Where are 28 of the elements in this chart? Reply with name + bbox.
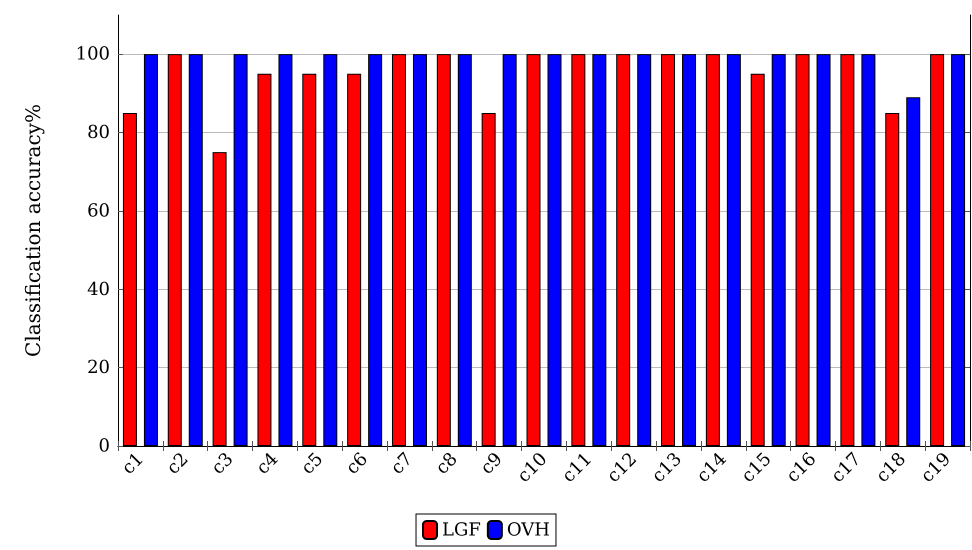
y-tick-label: 60 <box>87 200 110 222</box>
x-tick-label: c1 <box>118 448 148 479</box>
x-tick-label: c15 <box>737 448 776 487</box>
legend-label: OVH <box>506 520 550 540</box>
x-tick-label: c13 <box>648 448 686 487</box>
x-tick-label: c18 <box>872 448 910 487</box>
x-tick-label: c16 <box>782 448 820 487</box>
x-tick-label: c10 <box>513 448 552 487</box>
x-tick-label: c12 <box>602 448 642 487</box>
y-tick-label: 40 <box>87 278 110 300</box>
x-tick-label: c11 <box>558 448 596 487</box>
x-tick-label: c9 <box>476 448 507 479</box>
x-tick-label: c14 <box>692 448 731 487</box>
x-tick-label: c19 <box>916 448 956 487</box>
y-tick-label: 0 <box>98 436 110 456</box>
legend-label: LGF <box>442 520 481 540</box>
x-tick-label: c4 <box>252 448 282 479</box>
x-tick-label: c7 <box>386 448 417 479</box>
x-tick-label: c17 <box>827 448 866 487</box>
y-tick-label: 20 <box>87 357 110 378</box>
x-tick-label: c3 <box>207 448 238 479</box>
y-tick-label: 100 <box>76 44 110 65</box>
x-tick-label: c5 <box>297 448 328 479</box>
x-tick-label: c6 <box>342 448 372 479</box>
x-tick-label: c2 <box>162 448 193 479</box>
x-tick-label: c8 <box>432 448 462 479</box>
y-axis-title: Classification accuracy% <box>21 104 45 357</box>
y-tick-label: 80 <box>87 122 110 144</box>
